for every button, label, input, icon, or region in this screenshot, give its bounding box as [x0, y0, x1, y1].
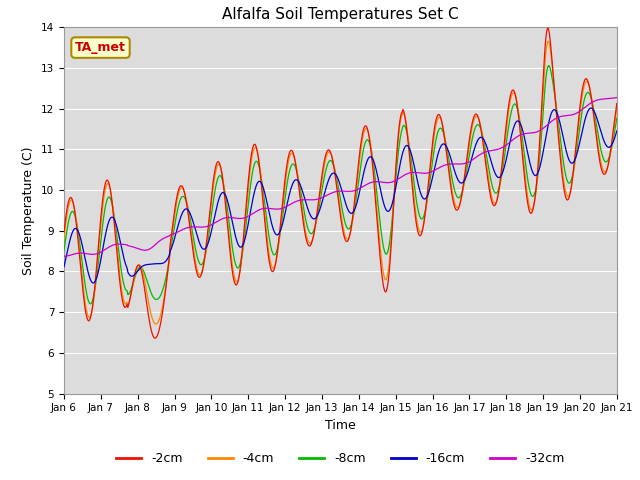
- Title: Alfalfa Soil Temperatures Set C: Alfalfa Soil Temperatures Set C: [222, 7, 459, 22]
- Text: TA_met: TA_met: [75, 41, 126, 54]
- Legend: -2cm, -4cm, -8cm, -16cm, -32cm: -2cm, -4cm, -8cm, -16cm, -32cm: [111, 447, 570, 470]
- X-axis label: Time: Time: [325, 419, 356, 432]
- Y-axis label: Soil Temperature (C): Soil Temperature (C): [22, 146, 35, 275]
